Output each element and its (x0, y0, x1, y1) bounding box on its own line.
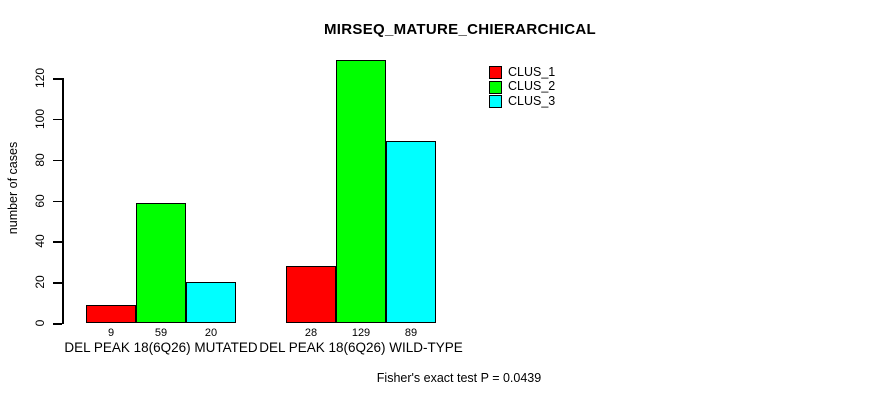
legend-label-clus_1: CLUS_1 (508, 64, 556, 79)
bar-value-label: 59 (154, 327, 168, 339)
legend-label-clus_2: CLUS_2 (508, 79, 556, 93)
bar-value-label: 20 (204, 327, 218, 339)
y-axis-tick-label: 120 (33, 67, 47, 89)
y-axis-line (62, 78, 64, 324)
bar-clus_2-group1 (136, 202, 186, 323)
y-axis-tick (53, 159, 62, 162)
legend-swatch-clus_2 (489, 80, 502, 94)
y-axis-tick-label: 60 (33, 193, 47, 208)
x-category-label: DEL PEAK 18(6Q26) MUTATED (64, 340, 258, 355)
y-axis-tick-label: 100 (33, 108, 47, 129)
legend-swatch-clus_1 (489, 66, 502, 79)
y-axis-tick-label: 80 (33, 152, 47, 167)
y-axis-tick-label: 0 (33, 319, 47, 327)
legend-swatch-clus_3 (489, 95, 502, 108)
y-axis-tick (53, 282, 62, 284)
y-axis-tick (53, 78, 62, 80)
y-axis-tick (53, 241, 62, 243)
bar-value-label: 89 (404, 327, 418, 339)
fishers-test-annotation: Fisher's exact test P = 0.0439 (376, 371, 542, 385)
y-axis-tick (53, 323, 62, 325)
bar-clus_3-group1 (186, 282, 236, 323)
bar-value-label: 28 (304, 327, 318, 339)
bar-clus_1-group1 (86, 304, 136, 323)
bar-value-label: 129 (351, 327, 371, 339)
bar-clus_2-group2 (336, 59, 386, 323)
y-axis-title: number of cases (6, 141, 20, 235)
x-category-label: DEL PEAK 18(6Q26) WILD-TYPE (259, 340, 463, 355)
bar-clus_3-group2 (386, 141, 436, 323)
bar-value-label: 9 (107, 327, 115, 339)
y-axis-tick-label: 40 (33, 234, 47, 249)
y-axis-tick (53, 200, 62, 202)
y-axis-tick-label: 20 (33, 275, 47, 289)
chart-title: MIRSEQ_MATURE_CHIERARCHICAL (324, 21, 596, 38)
y-axis-tick (53, 118, 62, 121)
legend-label-clus_3: CLUS_3 (508, 93, 556, 108)
bar-clus_1-group2 (286, 265, 336, 323)
